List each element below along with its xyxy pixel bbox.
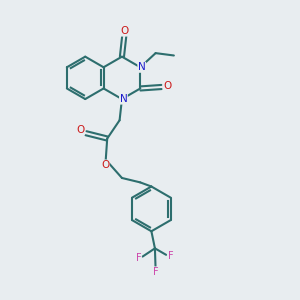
Text: O: O xyxy=(76,125,84,135)
Text: F: F xyxy=(168,251,173,261)
Text: O: O xyxy=(101,160,109,170)
Text: N: N xyxy=(138,62,146,72)
Text: F: F xyxy=(153,267,158,277)
Text: O: O xyxy=(121,26,129,36)
Text: N: N xyxy=(119,94,127,104)
Text: F: F xyxy=(136,253,141,263)
Text: O: O xyxy=(163,81,172,92)
